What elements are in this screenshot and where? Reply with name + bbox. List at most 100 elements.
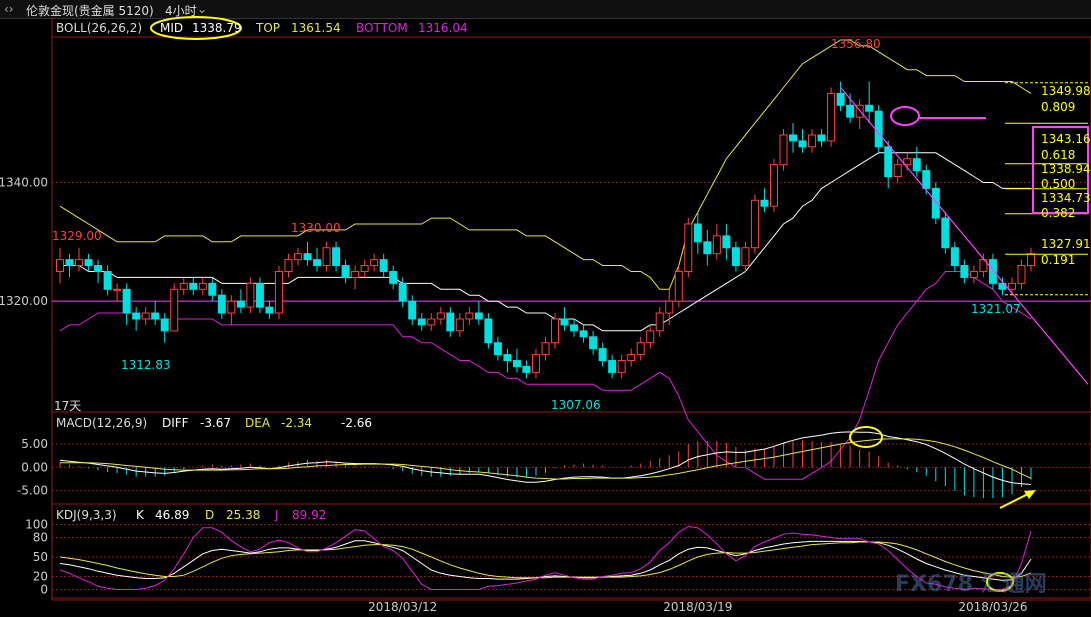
candle-body [960, 265, 969, 278]
highlight-ellipse-kdj [986, 572, 1014, 592]
instrument-title: 伦敦金现(贵金属 5120) [26, 4, 154, 18]
candle-body [265, 306, 274, 314]
kdj-k-line [59, 540, 1032, 581]
candle-body [779, 134, 788, 166]
kdj-d-line [59, 541, 1032, 579]
candle-body [551, 318, 560, 344]
candle-body [941, 217, 950, 249]
candle-body [922, 170, 931, 189]
candle-body [379, 259, 388, 272]
candle-body [493, 342, 502, 356]
candle-body [703, 241, 712, 255]
price-tick-label-0: 1340.00 [0, 175, 48, 189]
candle-body [341, 265, 350, 278]
candle-body [113, 288, 122, 291]
candle-body [103, 270, 112, 290]
candle-body [836, 92, 845, 106]
candle-body [370, 259, 379, 267]
note-1329: 1329.00 [52, 229, 102, 243]
candle-body [322, 247, 331, 267]
candle-body [912, 158, 921, 172]
candle-body [560, 318, 569, 326]
fib-ratio-3: 0.382 [1041, 206, 1076, 220]
candle-body [884, 146, 893, 178]
candle-body [132, 312, 141, 320]
candle-body [236, 300, 245, 308]
fib-price-1: 1343.16 [1041, 132, 1091, 146]
macd-tick-label-0: 5.00 [21, 437, 48, 451]
boll-bottom-label: BOTTOM [356, 21, 408, 35]
boll-upper-line [59, 39, 1032, 290]
fib-price-3: 1334.73 [1041, 191, 1091, 205]
candle-body [170, 288, 179, 332]
macd-diff-label: DIFF [162, 416, 189, 430]
candle-body [313, 259, 322, 267]
candle-body [931, 187, 940, 219]
candle-body [531, 354, 540, 373]
candle-body [655, 312, 664, 332]
candle-body [969, 270, 978, 278]
candle-body [360, 265, 369, 272]
candle-body [75, 259, 84, 267]
macd-diff-line [59, 431, 1032, 485]
kdj-name[interactable]: KDJ(9,3,3) [56, 508, 117, 522]
macd-dea-line [60, 438, 1032, 480]
candle-body [455, 318, 464, 332]
candle-body [722, 235, 731, 249]
candle-body [741, 247, 750, 267]
candle-body [817, 134, 826, 142]
days-label: 17天 [54, 399, 82, 413]
nav-arrows-icon[interactable]: ‹› [4, 2, 14, 16]
fib-price-4: 1327.91 [1041, 237, 1091, 251]
candle-body [579, 330, 588, 338]
chevron-down-icon[interactable]: ⌄ [197, 2, 208, 16]
kdj-tick-label-0: 100 [25, 518, 48, 532]
fib-ratio-1: 0.618 [1041, 148, 1076, 162]
candle-body [474, 312, 483, 320]
candle-body [198, 282, 207, 290]
kdj-j-label: J [275, 508, 279, 522]
candle-body [293, 253, 302, 261]
macd-value: -2.66 [341, 416, 373, 430]
note-1330: 1330.00 [291, 221, 341, 235]
candle-body [598, 348, 607, 362]
boll-name[interactable]: BOLL(26,26,2) [56, 21, 143, 35]
candle-body [798, 140, 807, 148]
candle-body [351, 270, 360, 278]
candle-body [141, 312, 150, 320]
candle-body [988, 259, 997, 284]
candle-body [1027, 253, 1035, 267]
highlight-ellipse-mid [150, 16, 242, 40]
x-tick-label-0: 2018/03/12 [368, 600, 437, 614]
candle-body [436, 312, 445, 320]
candle-body [789, 134, 798, 142]
candle-body [217, 294, 226, 314]
candle-body [1017, 265, 1026, 284]
candle-body [189, 282, 198, 290]
kdj-tick-label-2: 50 [33, 550, 48, 564]
candle-body [827, 92, 836, 142]
candle-body [627, 354, 636, 362]
macd-dea-value: -2.34 [281, 416, 313, 430]
candle-body [808, 134, 817, 148]
fib-ratio-4: 0.191 [1041, 253, 1076, 267]
candle-body [94, 265, 103, 272]
candle-body [589, 336, 598, 350]
candle-body [446, 312, 455, 332]
arrow-shaft [999, 492, 1031, 509]
candle-body [712, 235, 721, 255]
candle-body [484, 318, 493, 344]
candle-body [674, 270, 683, 302]
candle-body [208, 282, 217, 296]
macd-name[interactable]: MACD(12,26,9) [56, 416, 148, 430]
candle-body [65, 259, 74, 267]
candle-body [665, 300, 674, 314]
kdj-k-label: K [136, 508, 144, 522]
candle-body [731, 247, 740, 267]
candle-body [427, 318, 436, 326]
x-tick-label-1: 2018/03/19 [663, 600, 732, 614]
boll-mid-value: 1338.79 [192, 21, 242, 35]
watermark-logo: FX678 汇通网 [895, 572, 1047, 597]
period-selector[interactable]: 4小时 [165, 4, 197, 18]
